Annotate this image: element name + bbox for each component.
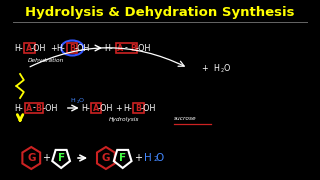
Text: H: H (144, 153, 152, 163)
Bar (25, 103, 44, 113)
Bar (67, 43, 77, 53)
Bar (91, 103, 101, 113)
Text: -OH: -OH (75, 44, 90, 53)
Text: -OH: -OH (97, 103, 113, 112)
Text: O: O (78, 98, 83, 102)
Text: H-: H- (57, 44, 66, 53)
Text: F: F (58, 153, 65, 163)
Text: -: - (33, 103, 36, 112)
Text: F: F (119, 153, 126, 163)
Text: O: O (223, 64, 229, 73)
Text: +: + (50, 44, 57, 53)
Text: H: H (213, 64, 219, 73)
Text: A: A (92, 103, 99, 112)
Text: sucrose: sucrose (174, 116, 196, 120)
Bar (133, 103, 144, 113)
Text: 2: 2 (153, 156, 157, 162)
Text: A: A (117, 44, 123, 53)
Text: -OH: -OH (42, 103, 58, 112)
Text: -OH: -OH (31, 44, 46, 53)
Text: +: + (134, 153, 142, 163)
Text: H-: H- (14, 103, 23, 112)
Text: B: B (135, 103, 142, 112)
Text: B: B (36, 103, 42, 112)
Text: A: A (26, 44, 33, 53)
Text: B: B (130, 44, 136, 53)
Text: H-: H- (123, 103, 132, 112)
Bar (116, 43, 137, 53)
Text: 2: 2 (221, 68, 224, 73)
Text: G: G (102, 153, 110, 163)
Bar (24, 43, 35, 53)
Text: +: + (202, 64, 208, 73)
Text: H-: H- (14, 44, 23, 53)
Text: -OH: -OH (136, 44, 151, 53)
Text: H-: H- (104, 44, 113, 53)
Text: +: + (42, 153, 50, 163)
Text: O: O (156, 153, 164, 163)
Text: -OH: -OH (140, 103, 156, 112)
Text: B: B (69, 44, 76, 53)
Text: +: + (116, 103, 122, 112)
Text: H-: H- (81, 103, 90, 112)
Text: 2: 2 (76, 100, 79, 104)
Text: -: - (125, 44, 128, 53)
Text: Hydrolysis: Hydrolysis (109, 116, 139, 122)
Text: Hydrolysis & Dehydration Synthesis: Hydrolysis & Dehydration Synthesis (25, 6, 295, 19)
Text: A: A (26, 103, 33, 112)
Text: H: H (71, 98, 76, 102)
Text: G: G (27, 153, 36, 163)
Text: Dehydration: Dehydration (28, 57, 64, 62)
